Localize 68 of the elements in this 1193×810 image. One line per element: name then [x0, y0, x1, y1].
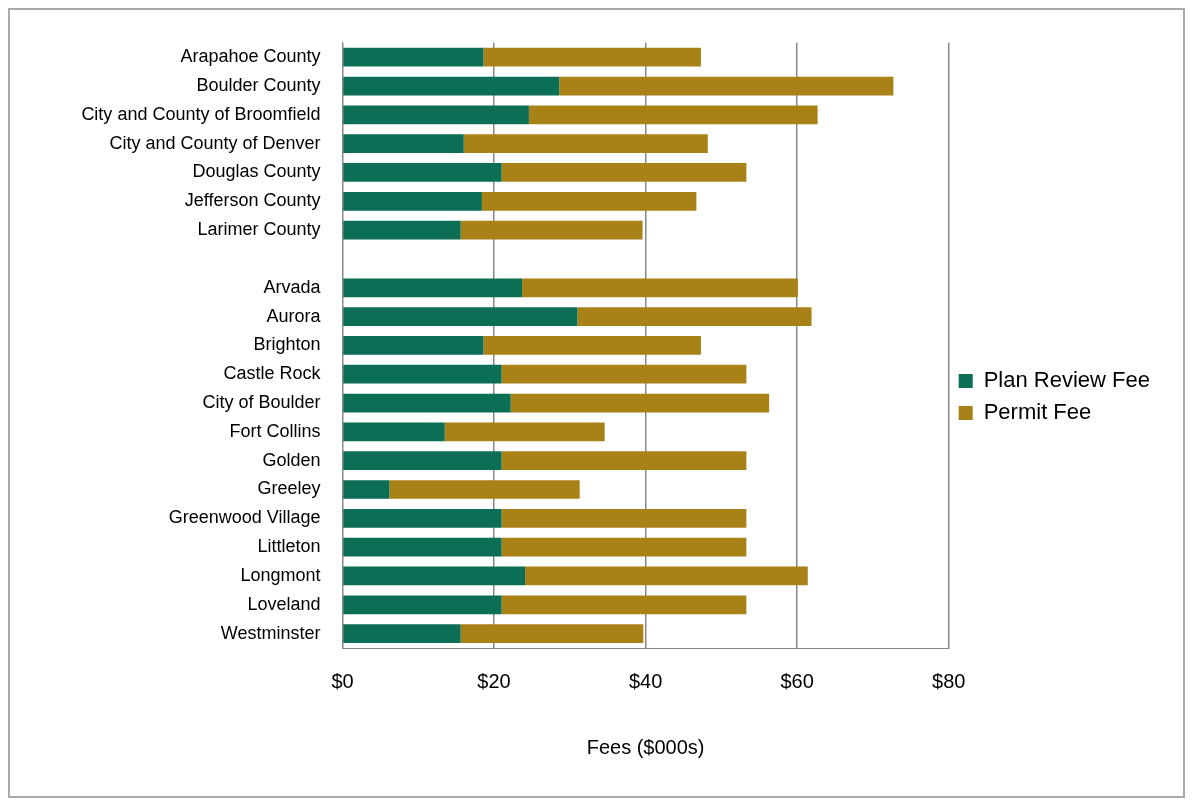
- y-tick-label: Jefferson County: [184, 190, 321, 211]
- y-tick-label: Westminster: [220, 622, 321, 643]
- y-tick-label: City of Boulder: [202, 392, 321, 413]
- bar: [343, 220, 461, 240]
- legend-label: Plan Review Fee: [983, 367, 1151, 393]
- bar: [483, 47, 701, 67]
- bar: [343, 307, 578, 326]
- y-tick-label: City and County of Broomfield: [81, 103, 321, 124]
- y-tick-label: City and County of Denver: [109, 132, 321, 153]
- x-tick-label: $60: [780, 669, 814, 692]
- bar: [343, 134, 464, 154]
- bar: [343, 336, 484, 355]
- y-tick-label: Greenwood Village: [168, 507, 321, 528]
- bar: [343, 537, 502, 557]
- y-tick-label: Douglas County: [192, 161, 321, 182]
- legend-label: Permit Fee: [983, 399, 1092, 425]
- y-tick-label: Castle Rock: [223, 363, 322, 384]
- bar: [510, 393, 770, 413]
- x-tick-label: $80: [932, 669, 966, 692]
- y-tick-label: Golden: [262, 449, 321, 470]
- y-tick-label: Brighton: [253, 334, 321, 355]
- bar: [501, 364, 747, 384]
- bar: [501, 595, 747, 615]
- x-tick-label: $0: [331, 669, 354, 692]
- bar: [343, 163, 502, 182]
- bar: [343, 480, 390, 499]
- x-axis-title: Fees ($000s): [586, 735, 705, 758]
- bar: [343, 393, 511, 413]
- bar: [577, 307, 812, 326]
- bar: [343, 47, 484, 67]
- y-tick-label: Arvada: [263, 276, 322, 297]
- bar: [343, 508, 502, 528]
- bar: [343, 422, 445, 442]
- y-tick-label: Boulder County: [196, 75, 321, 95]
- bar: [501, 508, 747, 528]
- bar: [528, 105, 818, 125]
- y-tick-label: Loveland: [247, 593, 321, 614]
- y-tick-label: Larimer County: [197, 219, 321, 240]
- bar: [460, 220, 643, 240]
- bar: [522, 278, 798, 298]
- bar: [343, 105, 529, 125]
- bar: [501, 163, 747, 182]
- bar: [463, 134, 708, 154]
- bar: [343, 595, 502, 615]
- x-tick-label: $20: [477, 669, 511, 692]
- bar: [343, 624, 461, 643]
- bar: [343, 76, 560, 96]
- x-tick-label: $40: [628, 669, 663, 692]
- bar: [343, 566, 526, 586]
- bar: [343, 364, 502, 384]
- bar: [501, 451, 747, 471]
- y-tick-label: Longmont: [240, 564, 321, 585]
- y-tick-label: Fort Collins: [229, 420, 321, 441]
- bar: [389, 480, 580, 499]
- bar: [343, 451, 502, 471]
- y-tick-label: Arapahoe County: [180, 46, 321, 67]
- bar: [501, 537, 747, 557]
- bar: [343, 278, 523, 298]
- bar: [460, 624, 644, 643]
- bar: [559, 76, 894, 96]
- y-tick-label: Littleton: [257, 536, 321, 557]
- y-tick-label: Greeley: [257, 478, 321, 499]
- bar: [481, 191, 697, 211]
- bar: [444, 422, 605, 442]
- bar: [483, 336, 701, 355]
- bar: [525, 566, 808, 586]
- bar: [343, 191, 482, 211]
- y-tick-label: Aurora: [266, 305, 322, 326]
